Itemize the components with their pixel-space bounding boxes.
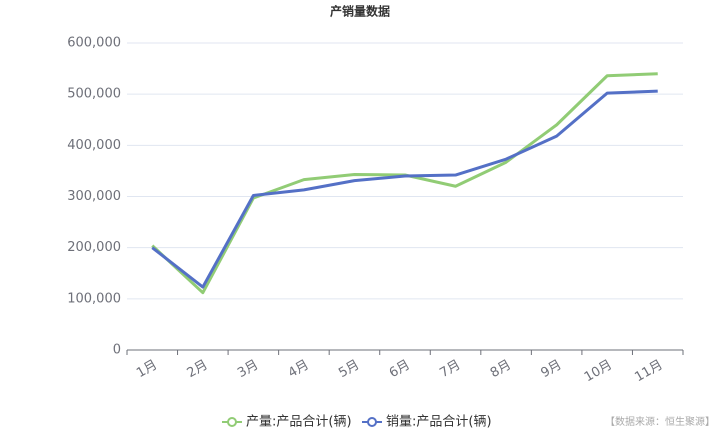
- x-tick-label: 9月: [538, 358, 564, 382]
- y-tick-label: 400,000: [67, 138, 121, 153]
- x-tick-label: 7月: [437, 358, 463, 382]
- x-tick-label: 5月: [336, 358, 362, 382]
- y-tick-label: 100,000: [67, 291, 121, 306]
- x-tick-label: 1月: [134, 358, 160, 382]
- x-tick-label: 3月: [235, 358, 261, 382]
- legend-marker: [367, 417, 377, 427]
- y-tick-label: 0: [113, 343, 121, 358]
- series-line: [151, 89, 658, 289]
- x-tick-label: 11月: [632, 358, 665, 386]
- x-tick-label: 2月: [185, 358, 211, 382]
- y-tick-label: 300,000: [67, 189, 121, 204]
- source-note: 【数据来源：恒生聚源】: [605, 415, 715, 428]
- legend-marker: [227, 417, 237, 427]
- x-tick-label: 10月: [582, 358, 615, 386]
- x-tick-label: 8月: [488, 358, 514, 382]
- y-tick-label: 600,000: [67, 36, 121, 51]
- x-tick-label: 4月: [286, 358, 312, 382]
- legend-label: 产量:产品合计(辆): [246, 415, 352, 430]
- x-tick-label: 6月: [387, 358, 413, 382]
- y-tick-label: 500,000: [67, 87, 121, 102]
- series-line: [151, 72, 658, 295]
- legend-label: 销量:产品合计(辆): [386, 415, 492, 430]
- y-tick-label: 200,000: [67, 240, 121, 255]
- chart-title: 产销量数据: [330, 4, 390, 19]
